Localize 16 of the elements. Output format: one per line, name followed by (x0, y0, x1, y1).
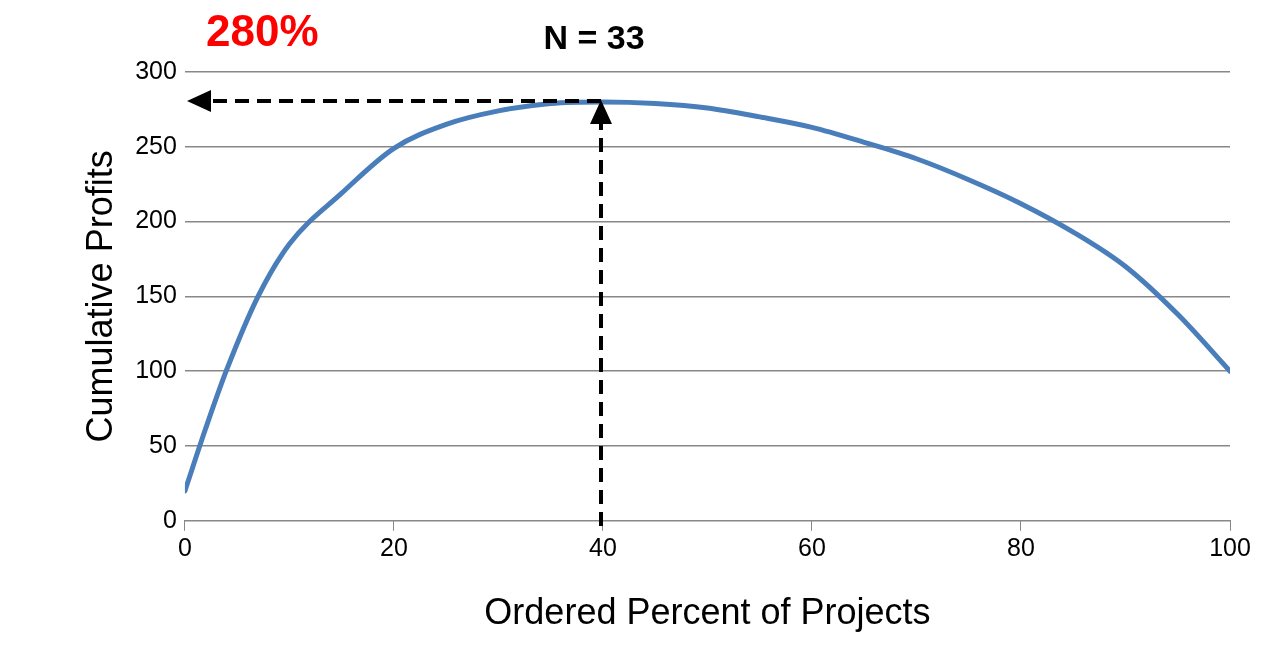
y-tick-label: 300 (135, 55, 177, 84)
y-tick-label: 150 (135, 280, 177, 309)
text: N = 33 (543, 18, 645, 57)
y-tick-label: 0 (163, 504, 177, 533)
y-tick-label: 100 (135, 355, 177, 384)
y-axis-title: Cumulative Profits (78, 150, 120, 443)
text: 280% (206, 6, 319, 56)
x-tick-label: 60 (798, 532, 826, 561)
x-tick-label: 20 (380, 532, 408, 561)
y-tick-label: 200 (135, 205, 177, 234)
x-axis-title: Ordered Percent of Projects (484, 591, 931, 633)
x-tick-label: 80 (1007, 532, 1035, 561)
x-tick-label: 40 (589, 532, 617, 561)
y-tick-label: 250 (135, 130, 177, 159)
y-tick-label: 50 (149, 429, 177, 458)
x-tick-label: 100 (1209, 532, 1251, 561)
